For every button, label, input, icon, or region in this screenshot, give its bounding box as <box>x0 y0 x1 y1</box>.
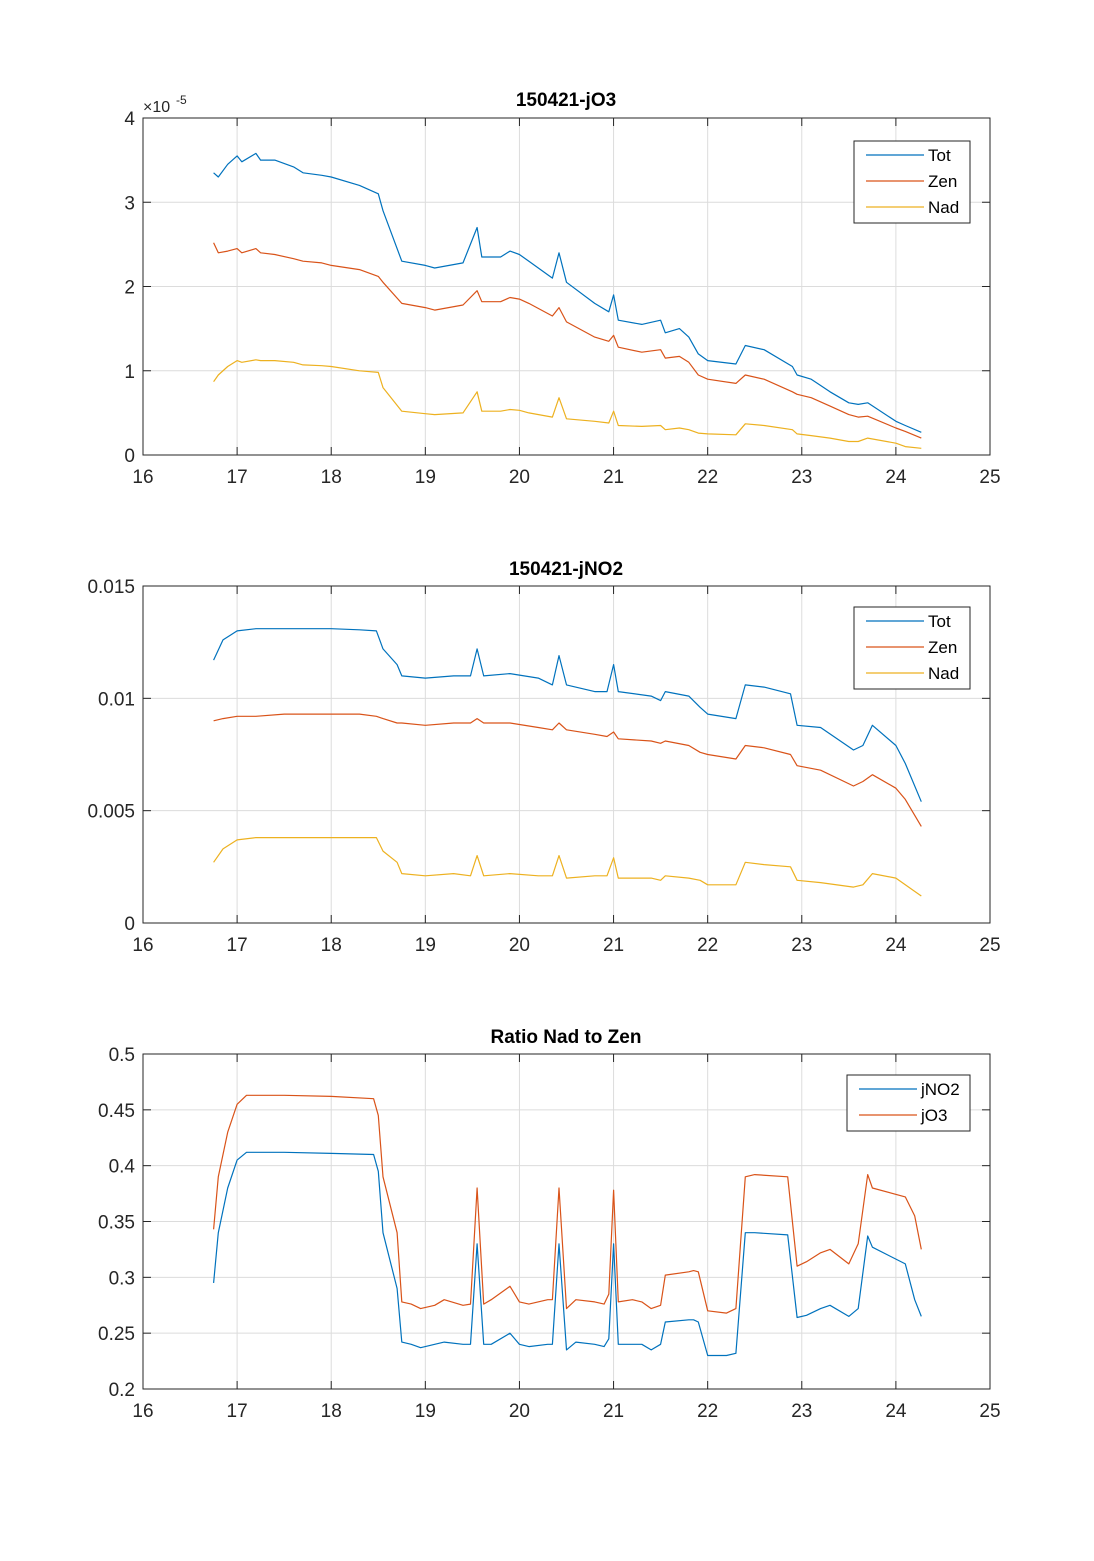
series-line-tot <box>213 152 922 433</box>
x-tick-label: 23 <box>791 935 812 956</box>
exponent-power: -5 <box>176 93 187 107</box>
chart-title: Ratio Nad to Zen <box>491 1027 642 1048</box>
series-line-nad <box>213 836 922 897</box>
y-tick-label: 0.4 <box>109 1157 136 1178</box>
series-line-zen <box>213 242 922 439</box>
y-tick-label: 0 <box>124 914 135 935</box>
x-tick-label: 20 <box>509 1401 530 1422</box>
legend-label: jNO2 <box>920 1080 960 1099</box>
exponent-label: ×10 -5 <box>143 93 187 116</box>
x-tick-label: 18 <box>321 935 342 956</box>
x-tick-label: 16 <box>132 1401 153 1422</box>
series-line-zen <box>213 713 922 827</box>
y-tick-label: 0.01 <box>98 689 135 710</box>
series-line-tot <box>213 628 922 802</box>
axes-box <box>142 585 991 924</box>
x-tick-label: 25 <box>979 467 1000 488</box>
legend: Tot Zen Nad <box>853 140 971 224</box>
y-tick-label: 0.25 <box>98 1324 135 1345</box>
x-tick-label: 22 <box>697 467 718 488</box>
x-tick-label: 22 <box>697 935 718 956</box>
axes-box <box>142 1053 991 1390</box>
legend-label: Zen <box>928 638 957 657</box>
chart-title: 150421-jNO2 <box>509 559 623 580</box>
legend-box <box>846 1074 971 1132</box>
x-tick-label: 17 <box>227 1401 248 1422</box>
legend-label: jO3 <box>920 1106 947 1125</box>
legend-label: Tot <box>928 612 951 631</box>
legend: jNO2 jO3 <box>846 1074 971 1132</box>
x-tick-label: 22 <box>697 1401 718 1422</box>
x-tick-label: 19 <box>415 935 436 956</box>
x-tick-label: 21 <box>603 935 624 956</box>
y-tick-label: 1 <box>124 362 135 383</box>
y-tick-label: 0.45 <box>98 1101 135 1122</box>
y-tick-label: 4 <box>124 109 135 130</box>
chart-ratio: 16 17 18 19 20 21 22 23 24 25 0.2 0.25 0.3 0.35 0.4 0.4… <box>98 1027 1001 1422</box>
y-tick-label: 0.015 <box>87 577 135 598</box>
chart-jno2: 16 17 18 19 20 21 22 23 24 25 0 0.005 0.01 0.015 Tot Ze… <box>87 559 1000 956</box>
y-tick-label: 3 <box>124 193 135 214</box>
x-tick-label: 19 <box>415 467 436 488</box>
x-tick-label: 19 <box>415 1401 436 1422</box>
x-tick-label: 23 <box>791 467 812 488</box>
legend-label: Zen <box>928 172 957 191</box>
legend-label: Nad <box>928 198 959 217</box>
x-tick-label: 18 <box>321 467 342 488</box>
x-tick-label: 25 <box>979 935 1000 956</box>
x-tick-label: 17 <box>227 467 248 488</box>
x-tick-label: 21 <box>603 1401 624 1422</box>
x-tick-label: 20 <box>509 935 530 956</box>
y-tick-label: 2 <box>124 278 135 299</box>
y-tick-label: 0.5 <box>109 1045 135 1066</box>
exponent-base: ×10 <box>143 99 170 116</box>
x-tick-label: 24 <box>885 467 907 488</box>
y-tick-label: 0.3 <box>109 1268 135 1289</box>
y-tick-label: 0.005 <box>87 802 135 823</box>
chart-jo3: 16 17 18 19 20 21 22 23 24 2501234TotZenNad150421… <box>124 90 1000 488</box>
y-tick-label: 0 <box>124 446 135 467</box>
series-line-jno2 <box>213 1151 922 1357</box>
y-tick-label: 0.2 <box>109 1380 135 1401</box>
series-line-jo3 <box>213 1094 922 1314</box>
y-tick-label: 0.35 <box>98 1213 135 1234</box>
x-tick-label: 20 <box>509 467 530 488</box>
x-tick-label: 18 <box>321 1401 342 1422</box>
axes-box <box>142 117 991 456</box>
x-tick-label: 17 <box>227 935 248 956</box>
x-tick-label: 24 <box>885 1401 907 1422</box>
legend-label: Nad <box>928 664 959 683</box>
x-tick-label: 25 <box>979 1401 1000 1422</box>
chart-title: 150421-jO3 <box>516 90 616 111</box>
plot-area <box>143 586 990 923</box>
x-tick-label: 23 <box>791 1401 812 1422</box>
x-tick-label: 16 <box>132 467 153 488</box>
x-tick-label: 21 <box>603 467 624 488</box>
x-tick-label: 24 <box>885 935 907 956</box>
legend: Tot Zen Nad <box>853 606 971 690</box>
series-line-nad <box>213 359 922 449</box>
x-tick-label: 16 <box>132 935 153 956</box>
legend-label: Tot <box>928 146 951 165</box>
